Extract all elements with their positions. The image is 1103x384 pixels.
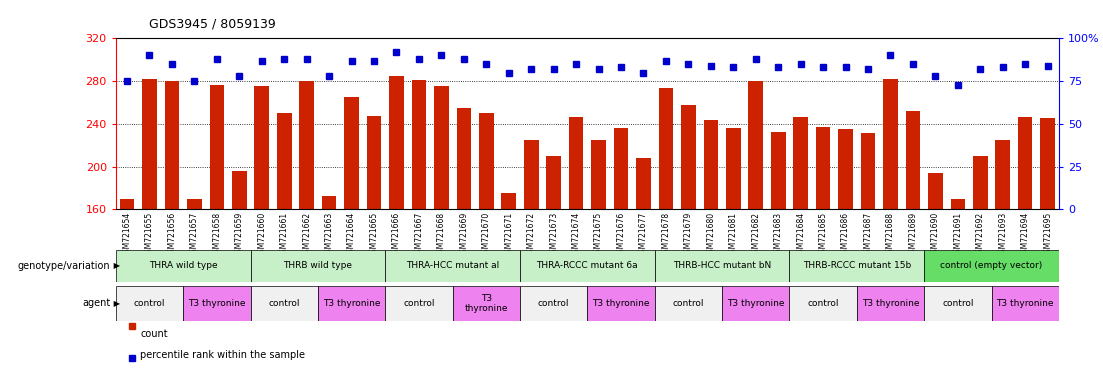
Bar: [479, 113, 494, 209]
Bar: [322, 197, 336, 209]
Bar: [1018, 118, 1032, 209]
Bar: [681, 104, 696, 209]
Bar: [344, 97, 358, 209]
Bar: [116, 250, 250, 282]
Bar: [591, 140, 606, 209]
Text: control: control: [268, 299, 300, 308]
Bar: [655, 250, 790, 282]
Text: ▶: ▶: [111, 262, 120, 270]
Bar: [299, 81, 314, 209]
Text: genotype/variation: genotype/variation: [18, 261, 110, 271]
Bar: [790, 286, 857, 321]
Bar: [502, 193, 516, 209]
Bar: [658, 88, 673, 209]
Bar: [704, 119, 718, 209]
Text: THRA-HCC mutant al: THRA-HCC mutant al: [406, 262, 500, 270]
Text: ▶: ▶: [111, 299, 120, 308]
Bar: [924, 250, 1059, 282]
Bar: [277, 113, 291, 209]
Bar: [188, 199, 202, 209]
Bar: [120, 199, 135, 209]
Text: T3 thyronine: T3 thyronine: [189, 299, 246, 308]
Bar: [973, 156, 987, 209]
Text: THRA wild type: THRA wild type: [149, 262, 217, 270]
Text: T3 thyronine: T3 thyronine: [996, 299, 1054, 308]
Bar: [771, 132, 785, 209]
Text: T3
thyronine: T3 thyronine: [464, 294, 508, 313]
Bar: [569, 118, 583, 209]
Bar: [457, 108, 471, 209]
Bar: [164, 81, 180, 209]
Bar: [790, 250, 924, 282]
Bar: [232, 171, 247, 209]
Text: T3 thyronine: T3 thyronine: [592, 299, 650, 308]
Text: T3 thyronine: T3 thyronine: [861, 299, 919, 308]
Bar: [210, 85, 224, 209]
Bar: [816, 127, 831, 209]
Text: THRB wild type: THRB wild type: [283, 262, 352, 270]
Bar: [793, 118, 808, 209]
Bar: [520, 286, 587, 321]
Bar: [435, 86, 449, 209]
Text: THRB-RCCC mutant 15b: THRB-RCCC mutant 15b: [803, 262, 911, 270]
Bar: [546, 156, 561, 209]
Text: control: control: [942, 299, 974, 308]
Bar: [995, 140, 1010, 209]
Bar: [250, 250, 385, 282]
Text: T3 thyronine: T3 thyronine: [323, 299, 381, 308]
Bar: [928, 173, 943, 209]
Bar: [452, 286, 520, 321]
Bar: [722, 286, 790, 321]
Bar: [992, 286, 1059, 321]
Bar: [749, 81, 763, 209]
Bar: [411, 80, 426, 209]
Bar: [366, 116, 382, 209]
Bar: [520, 250, 655, 282]
Bar: [385, 286, 452, 321]
Bar: [636, 158, 651, 209]
Bar: [906, 111, 920, 209]
Text: control (empty vector): control (empty vector): [941, 262, 1042, 270]
Text: control: control: [673, 299, 704, 308]
Bar: [250, 286, 318, 321]
Bar: [655, 286, 722, 321]
Text: control: control: [807, 299, 839, 308]
Bar: [389, 76, 404, 209]
Bar: [884, 79, 898, 209]
Bar: [587, 286, 655, 321]
Text: control: control: [538, 299, 569, 308]
Bar: [951, 199, 965, 209]
Bar: [857, 286, 924, 321]
Bar: [1040, 119, 1054, 209]
Bar: [385, 250, 520, 282]
Bar: [116, 286, 183, 321]
Bar: [838, 129, 853, 209]
Bar: [726, 128, 740, 209]
Bar: [183, 286, 250, 321]
Bar: [924, 286, 992, 321]
Bar: [255, 86, 269, 209]
Bar: [524, 140, 538, 209]
Text: THRA-RCCC mutant 6a: THRA-RCCC mutant 6a: [536, 262, 639, 270]
Text: GDS3945 / 8059139: GDS3945 / 8059139: [149, 18, 276, 31]
Bar: [613, 128, 629, 209]
Text: control: control: [133, 299, 165, 308]
Bar: [318, 286, 385, 321]
Bar: [860, 134, 876, 209]
Text: count: count: [140, 329, 168, 339]
Bar: [142, 79, 157, 209]
Text: T3 thyronine: T3 thyronine: [727, 299, 784, 308]
Text: percentile rank within the sample: percentile rank within the sample: [140, 350, 306, 360]
Text: THRB-HCC mutant bN: THRB-HCC mutant bN: [673, 262, 771, 270]
Text: agent: agent: [82, 298, 110, 308]
Text: control: control: [404, 299, 435, 308]
